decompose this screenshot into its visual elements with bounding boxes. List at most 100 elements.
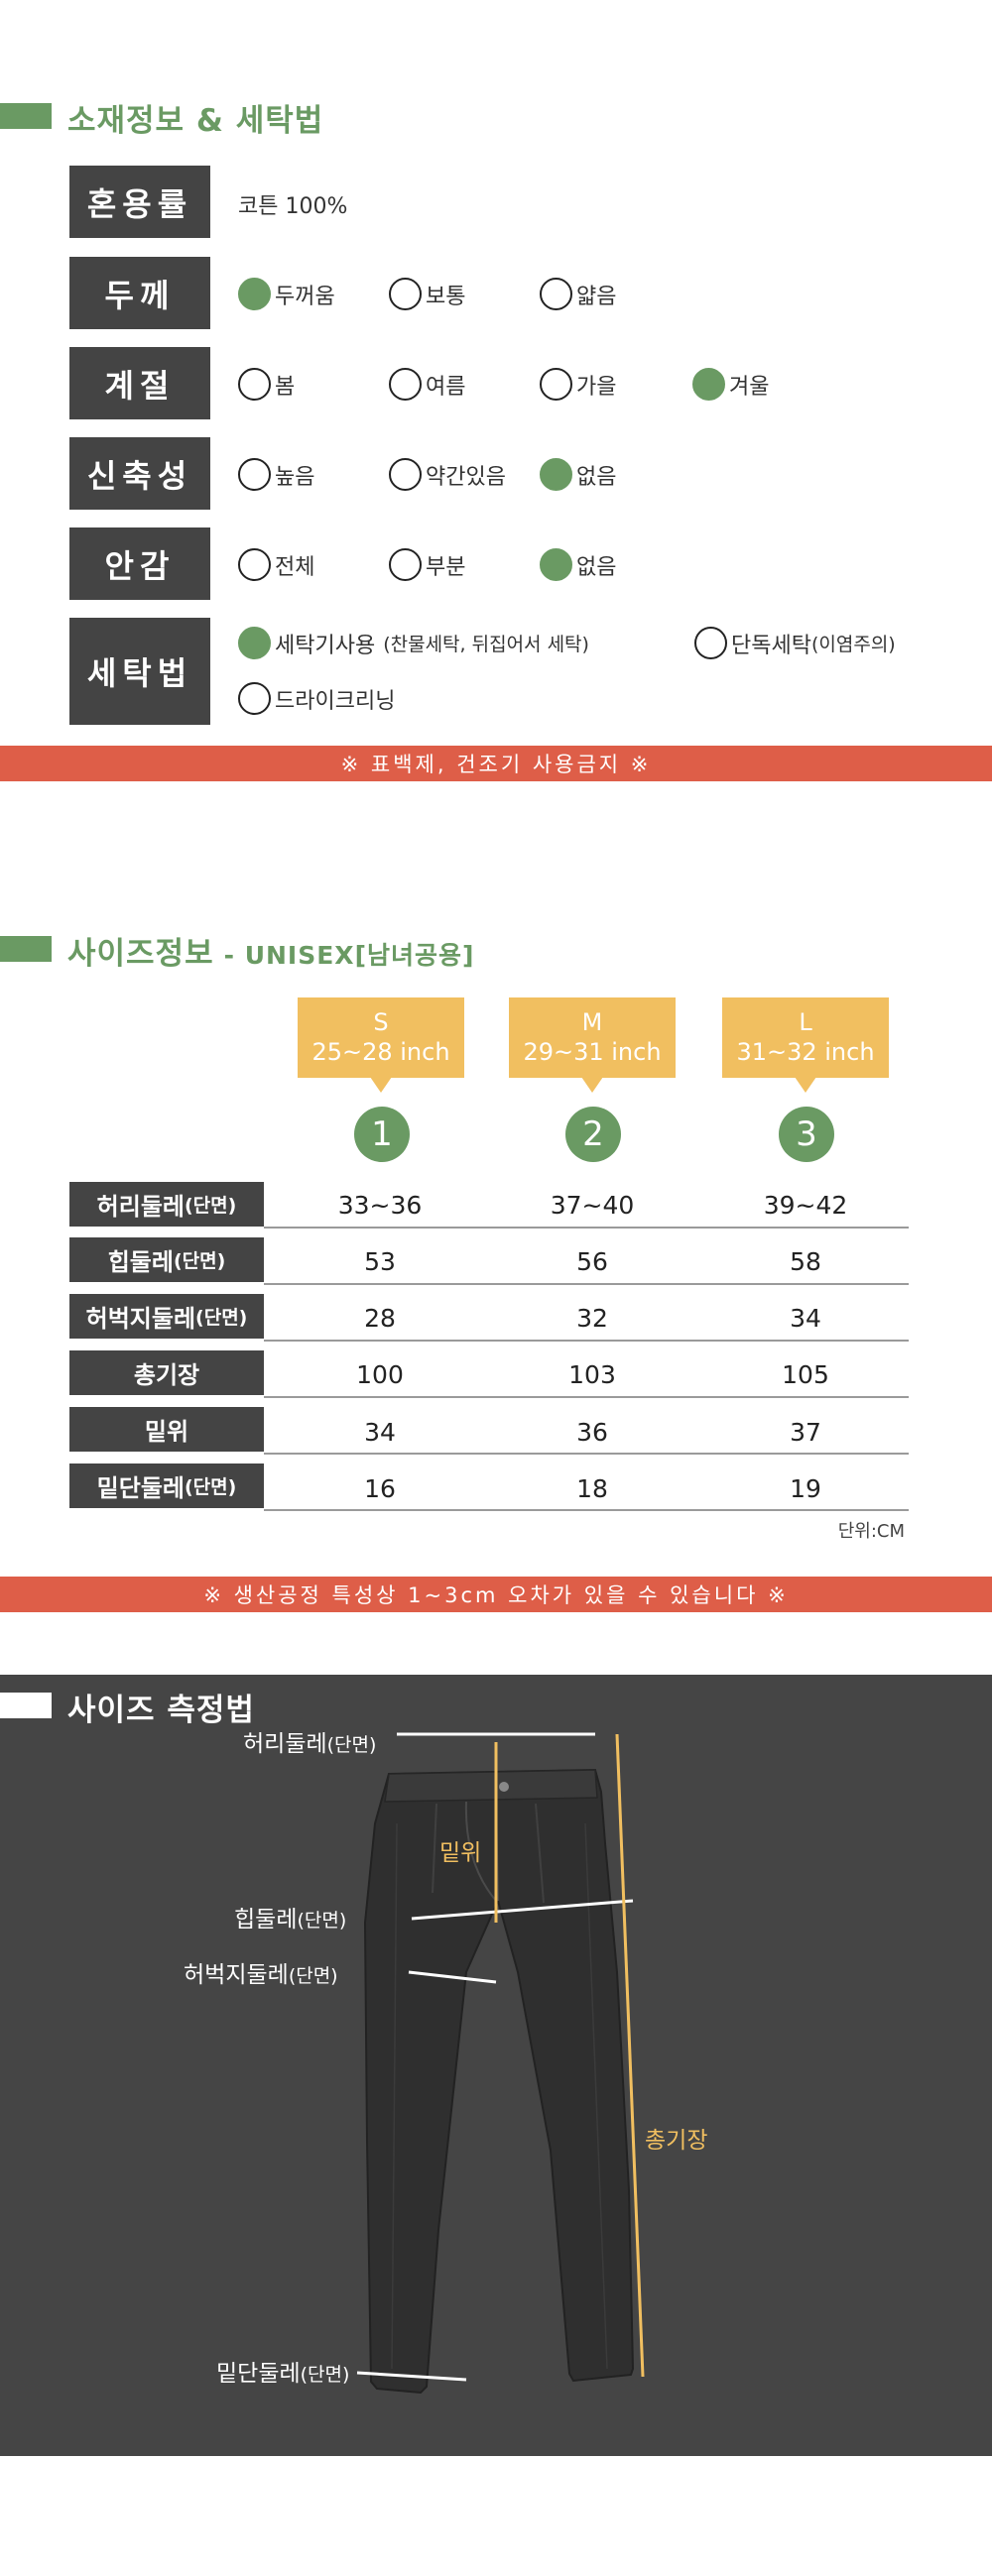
option-dry-clean: 드라이크리닝 bbox=[238, 682, 395, 715]
section-marker bbox=[0, 103, 52, 129]
size-range: 31~32 inch bbox=[736, 1038, 875, 1066]
row-label-length: 총기장 bbox=[69, 1350, 264, 1395]
table-cell: 34 bbox=[790, 1304, 821, 1333]
radio-indicator bbox=[238, 682, 271, 715]
row-divider bbox=[264, 1453, 909, 1455]
table-cell: 18 bbox=[576, 1474, 608, 1503]
material-section-title: 소재정보 & 세탁법 bbox=[67, 103, 324, 139]
table-cell: 56 bbox=[576, 1247, 608, 1276]
blend-label: 혼용률 bbox=[69, 166, 210, 238]
table-cell: 103 bbox=[568, 1360, 616, 1389]
option-full: 전체 bbox=[238, 548, 314, 581]
row-divider bbox=[264, 1227, 909, 1229]
size-number-badge: 2 bbox=[565, 1107, 621, 1162]
size-name: M bbox=[581, 1008, 603, 1036]
option-thick: 두꺼움 bbox=[238, 278, 335, 310]
hem-measure-label: 밑단둘레(단면) bbox=[216, 2361, 350, 2387]
option-none-lining: 없음 bbox=[540, 548, 616, 581]
rise-measure-label: 밑위 bbox=[439, 1840, 482, 1866]
row-divider bbox=[264, 1340, 909, 1342]
table-cell: 53 bbox=[364, 1247, 396, 1276]
option-summer: 여름 bbox=[389, 368, 465, 401]
radio-indicator bbox=[238, 548, 271, 581]
option-normal: 보통 bbox=[389, 278, 465, 310]
table-cell: 105 bbox=[782, 1360, 829, 1389]
row-divider bbox=[264, 1509, 909, 1511]
option-slight: 약간있음 bbox=[389, 458, 506, 491]
radio-indicator bbox=[540, 278, 572, 310]
option-partial: 부분 bbox=[389, 548, 465, 581]
radio-indicator bbox=[694, 627, 727, 659]
size-range: 29~31 inch bbox=[523, 1038, 662, 1066]
size-box-s: S 25~28 inch bbox=[298, 997, 464, 1093]
size-name: S bbox=[373, 1008, 389, 1036]
season-label: 계절 bbox=[69, 347, 210, 419]
size-box-l: L 31~32 inch bbox=[722, 997, 889, 1093]
table-cell: 58 bbox=[790, 1247, 821, 1276]
pointer-triangle bbox=[581, 1077, 603, 1093]
radio-indicator bbox=[692, 368, 725, 401]
length-line bbox=[615, 1733, 645, 2378]
hip-line bbox=[411, 1899, 634, 1921]
radio-indicator bbox=[540, 548, 572, 581]
pointer-triangle bbox=[795, 1077, 816, 1093]
size-range: 25~28 inch bbox=[311, 1038, 450, 1066]
measurement-title: 사이즈 측정법 bbox=[67, 1693, 255, 1728]
radio-indicator bbox=[540, 458, 572, 491]
table-cell: 37 bbox=[790, 1418, 821, 1447]
row-label-waist: 허리둘레 (단면) bbox=[69, 1182, 264, 1227]
row-divider bbox=[264, 1396, 909, 1398]
size-section-subtitle: - UNISEX[남녀공용] bbox=[223, 941, 475, 970]
elasticity-label: 신축성 bbox=[69, 437, 210, 510]
option-machine-wash: 세탁기사용 (찬물세탁, 뒤집어서 세탁) bbox=[238, 627, 589, 659]
table-cell: 19 bbox=[790, 1474, 821, 1503]
section-marker bbox=[0, 1693, 52, 1718]
section-marker bbox=[0, 936, 52, 962]
option-spring: 봄 bbox=[238, 368, 295, 401]
option-separate-wash: 단독세탁 (이염주의) bbox=[694, 627, 896, 659]
table-cell: 32 bbox=[576, 1304, 608, 1333]
hip-measure-label: 힙둘레(단면) bbox=[234, 1907, 347, 1932]
option-autumn: 가을 bbox=[540, 368, 616, 401]
size-section-title: 사이즈정보 - UNISEX[남녀공용] bbox=[67, 936, 475, 972]
wash-label: 세탁법 bbox=[69, 618, 210, 725]
material-warning-bar: ※ 표백제, 건조기 사용금지 ※ bbox=[0, 746, 992, 781]
radio-indicator bbox=[540, 368, 572, 401]
thigh-line bbox=[408, 1970, 497, 1984]
measurement-section: 사이즈 측정법 허리둘레(단면) 힙둘레(단면) 허벅지둘레(단면) 밑단둘레(… bbox=[0, 1675, 992, 2456]
table-cell: 37~40 bbox=[550, 1191, 635, 1220]
unit-label: 단위:CM bbox=[837, 1521, 905, 1542]
radio-indicator bbox=[389, 548, 422, 581]
row-label-rise: 밑위 bbox=[69, 1407, 264, 1452]
pointer-triangle bbox=[370, 1077, 392, 1093]
row-label-hem: 밑단둘레 (단면) bbox=[69, 1464, 264, 1508]
table-cell: 28 bbox=[364, 1304, 396, 1333]
option-thin: 얇음 bbox=[540, 278, 616, 310]
row-label-hip: 힙둘레 (단면) bbox=[69, 1237, 264, 1282]
option-none: 없음 bbox=[540, 458, 616, 491]
waist-measure-label: 허리둘레(단면) bbox=[243, 1731, 377, 1757]
thickness-label: 두께 bbox=[69, 257, 210, 329]
table-cell: 36 bbox=[576, 1418, 608, 1447]
size-warning-bar: ※ 생산공정 특성상 1~3cm 오차가 있을 수 있습니다 ※ bbox=[0, 1577, 992, 1612]
radio-indicator bbox=[238, 458, 271, 491]
size-number-badge: 1 bbox=[354, 1107, 410, 1162]
radio-indicator bbox=[389, 278, 422, 310]
radio-indicator bbox=[238, 368, 271, 401]
row-label-thigh: 허벅지둘레 (단면) bbox=[69, 1294, 264, 1339]
size-box-m: M 29~31 inch bbox=[509, 997, 676, 1093]
hem-line bbox=[356, 2371, 467, 2382]
radio-indicator bbox=[238, 278, 271, 310]
blend-value: 코튼 100% bbox=[238, 194, 348, 219]
size-number-badge: 3 bbox=[779, 1107, 834, 1162]
lining-label: 안감 bbox=[69, 527, 210, 600]
option-winter: 겨울 bbox=[692, 368, 769, 401]
table-cell: 100 bbox=[356, 1360, 404, 1389]
table-cell: 39~42 bbox=[763, 1191, 848, 1220]
radio-indicator bbox=[389, 368, 422, 401]
size-name: L bbox=[799, 1008, 812, 1036]
pants-illustration bbox=[356, 1732, 645, 2395]
radio-indicator bbox=[238, 627, 271, 659]
length-measure-label: 총기장 bbox=[645, 2128, 708, 2154]
table-cell: 34 bbox=[364, 1418, 396, 1447]
